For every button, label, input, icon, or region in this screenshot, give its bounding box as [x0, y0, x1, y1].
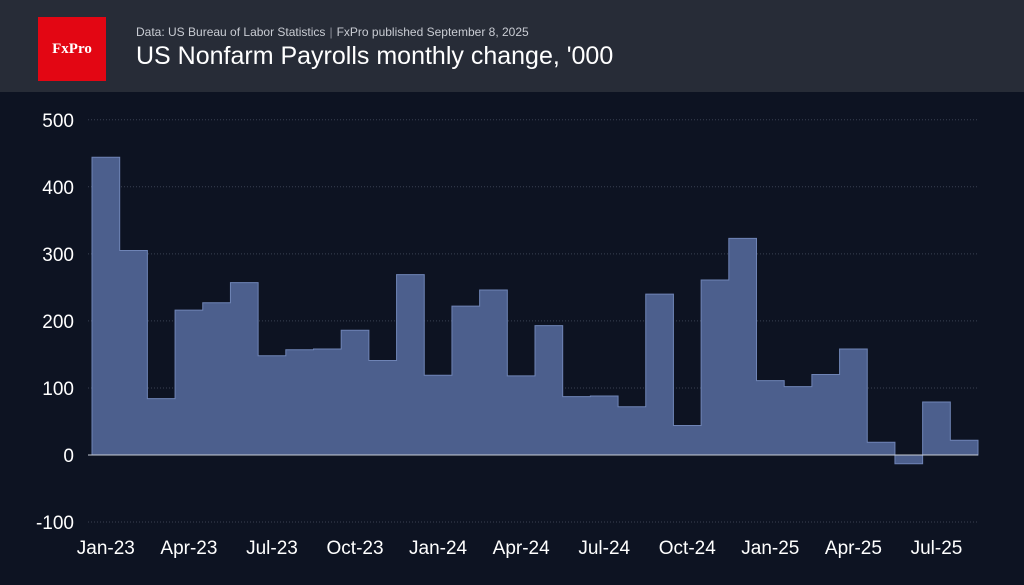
month-bar: Dec-23: 269 [397, 275, 425, 455]
chart-area: -100 0 100 200 300 400 500 Jan-23: 444Feb-23: 3… [0, 92, 1024, 585]
published-date: FxPro published September 8, 2025 [336, 25, 529, 39]
x-tick-label: Jul-24 [578, 538, 630, 559]
month-bar: Jan-24: 119 [424, 375, 452, 455]
x-tick-label: Jul-25 [911, 538, 963, 559]
month-bar: Jun-25: -13 [895, 455, 923, 464]
x-tick-label: Jul-23 [246, 538, 298, 559]
month-bar: Mar-23: 84 [147, 399, 175, 455]
month-bar: Sep-24: 240 [646, 294, 674, 455]
x-tick-label: Apr-24 [493, 538, 550, 559]
y-tick-label: -100 [36, 513, 74, 534]
x-tick-label: Apr-25 [825, 538, 882, 559]
x-tick-label: Oct-24 [659, 538, 716, 559]
data-source: Data: US Bureau of Labor Statistics [136, 25, 326, 39]
x-tick-label: Apr-23 [160, 538, 217, 559]
chart-subtitle: Data: US Bureau of Labor Statistics | FxPr… [136, 25, 529, 39]
chart-title: US Nonfarm Payrolls monthly change, '000 [136, 42, 614, 70]
month-bar: Mar-24: 246 [480, 290, 508, 455]
payrolls-area-series [91, 156, 979, 465]
x-tick-label: Oct-23 [327, 538, 384, 559]
month-bar: May-24: 193 [535, 326, 563, 455]
month-bar: Aug-24: 72 [618, 407, 646, 455]
y-tick-label: 100 [42, 379, 74, 400]
month-bar: May-23: 227 [203, 303, 231, 455]
month-bar: Nov-23: 141 [369, 360, 397, 455]
header: FxPro Data: US Bureau of Labor Statistic… [0, 0, 1024, 92]
month-bar: Apr-23: 216 [175, 310, 203, 455]
month-bar: Feb-25: 102 [784, 387, 812, 455]
x-tick-label: Jan-24 [409, 538, 468, 559]
payrolls-chart: -100 0 100 200 300 400 500 Jan-23: 444Feb-23: 3… [36, 111, 979, 559]
month-bar: Jul-23: 148 [258, 356, 286, 455]
y-tick-label: 300 [42, 245, 74, 266]
month-bar: Oct-23: 186 [341, 330, 369, 455]
month-bar: Feb-24: 222 [452, 306, 480, 455]
y-tick-label: 400 [42, 178, 74, 199]
logo-text: FxPro [52, 40, 92, 57]
month-bar: Dec-24: 323 [729, 238, 757, 455]
x-tick-label: Jan-25 [741, 538, 799, 559]
subtitle-separator: | [329, 25, 333, 39]
month-bar: Jun-23: 257 [230, 283, 258, 455]
month-bar: Sep-23: 158 [314, 349, 342, 455]
month-bar: Aug-23: 157 [286, 350, 314, 455]
month-bar: Nov-24: 261 [701, 280, 729, 455]
month-bar: Jan-25: 111 [757, 381, 785, 455]
y-tick-label: 200 [42, 312, 74, 333]
month-bar: Apr-25: 158 [840, 349, 868, 455]
month-bar: Jul-24: 88 [590, 396, 618, 455]
y-tick-label: 500 [42, 111, 74, 132]
month-bar: Jul-25: 79 [923, 402, 951, 455]
fxpro-logo: FxPro [38, 17, 106, 81]
month-bar: Jun-24: 87 [563, 397, 591, 455]
y-tick-label: 0 [63, 446, 74, 467]
month-bar: Apr-24: 118 [507, 376, 535, 455]
month-bar: Mar-25: 120 [812, 375, 840, 455]
month-bar: Aug-25: 22 [950, 440, 978, 455]
month-bar: Jan-23: 444 [92, 157, 120, 455]
month-bar: Feb-23: 305 [120, 250, 148, 455]
month-bar: May-25: 19 [867, 442, 895, 455]
x-tick-label: Jan-23 [77, 538, 135, 559]
month-bar: Oct-24: 44 [673, 425, 701, 455]
